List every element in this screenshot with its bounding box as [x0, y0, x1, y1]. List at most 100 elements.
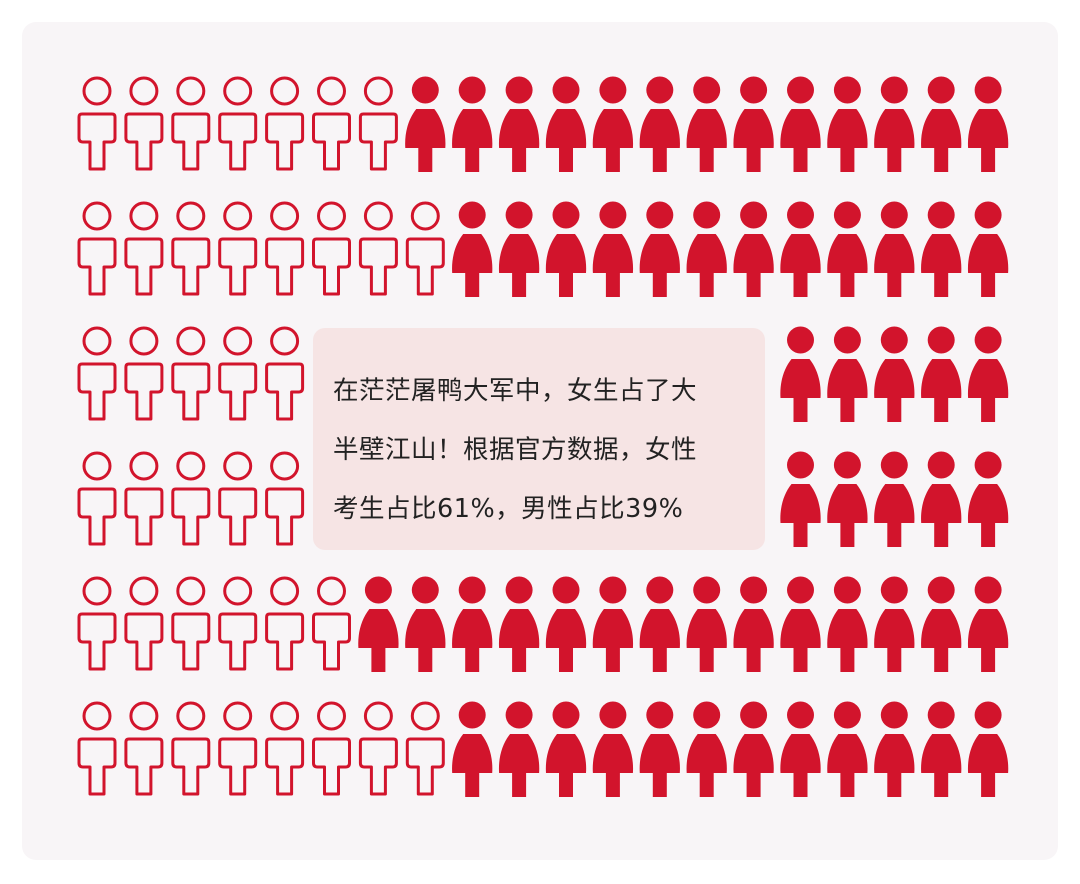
male-person-outline-icon	[265, 701, 305, 796]
female-person-filled-icon	[498, 201, 540, 297]
male-person-outline-icon	[171, 451, 211, 546]
male-person-outline-icon	[358, 701, 398, 796]
male-person-outline-icon	[171, 201, 211, 296]
male-person-outline-icon	[265, 76, 305, 171]
female-person-filled-icon	[452, 201, 493, 297]
male-person-outline-icon	[218, 76, 258, 171]
female-person-filled-icon	[827, 576, 868, 672]
annotation-text: 在茫茫屠鸭大军中，女生占了大 半壁江山！根据官方数据，女性 考生占比61%，男性…	[333, 362, 749, 539]
female-person-filled-icon	[639, 76, 680, 172]
female-person-filled-icon	[921, 326, 962, 422]
female-person-filled-icon	[498, 76, 540, 172]
male-person-outline-icon	[77, 326, 117, 421]
female-person-filled-icon	[639, 201, 680, 297]
female-person-filled-icon	[686, 76, 727, 172]
male-person-outline-icon	[124, 576, 164, 671]
male-person-outline-icon	[218, 201, 258, 296]
male-person-outline-icon	[171, 701, 211, 796]
female-person-filled-icon	[967, 201, 1009, 297]
female-person-filled-icon	[498, 576, 540, 672]
female-person-filled-icon	[967, 326, 1009, 422]
female-person-filled-icon	[827, 451, 868, 547]
male-person-outline-icon	[124, 201, 164, 296]
male-person-outline-icon	[218, 451, 258, 546]
female-person-filled-icon	[780, 76, 821, 172]
female-person-filled-icon	[967, 76, 1009, 172]
female-person-filled-icon	[780, 576, 821, 672]
female-person-filled-icon	[358, 576, 399, 672]
female-person-filled-icon	[921, 701, 962, 797]
male-person-outline-icon	[405, 201, 445, 296]
male-person-outline-icon	[77, 576, 117, 671]
male-person-outline-icon	[312, 201, 351, 296]
annotation-line: 考生占比61%，男性占比39%	[333, 494, 684, 524]
female-person-filled-icon	[874, 701, 915, 797]
male-person-outline-icon	[358, 201, 398, 296]
female-person-filled-icon	[827, 326, 868, 422]
female-person-filled-icon	[452, 576, 493, 672]
female-person-filled-icon	[921, 576, 962, 672]
male-person-outline-icon	[312, 76, 351, 171]
male-person-outline-icon	[265, 201, 305, 296]
female-person-filled-icon	[452, 76, 493, 172]
female-person-filled-icon	[405, 576, 446, 672]
female-person-filled-icon	[592, 701, 634, 797]
female-person-filled-icon	[780, 701, 821, 797]
annotation-box: 在茫茫屠鸭大军中，女生占了大 半壁江山！根据官方数据，女性 考生占比61%，男性…	[313, 328, 765, 550]
female-person-filled-icon	[780, 326, 821, 422]
female-person-filled-icon	[639, 701, 680, 797]
male-person-outline-icon	[77, 451, 117, 546]
annotation-line: 半壁江山！根据官方数据，女性	[333, 435, 698, 465]
female-person-filled-icon	[874, 326, 915, 422]
female-person-filled-icon	[545, 701, 587, 797]
female-person-filled-icon	[921, 76, 962, 172]
female-person-filled-icon	[545, 576, 587, 672]
female-person-filled-icon	[733, 201, 774, 297]
annotation-line: 在茫茫屠鸭大军中，女生占了大	[333, 376, 698, 406]
female-person-filled-icon	[780, 201, 821, 297]
male-person-outline-icon	[405, 701, 445, 796]
male-person-outline-icon	[124, 76, 164, 171]
male-person-outline-icon	[77, 701, 117, 796]
male-person-outline-icon	[77, 201, 117, 296]
female-person-filled-icon	[874, 76, 915, 172]
female-person-filled-icon	[545, 76, 587, 172]
female-person-filled-icon	[592, 576, 634, 672]
female-person-filled-icon	[686, 701, 727, 797]
female-person-filled-icon	[827, 201, 868, 297]
male-person-outline-icon	[124, 701, 164, 796]
male-person-outline-icon	[124, 326, 164, 421]
female-person-filled-icon	[874, 201, 915, 297]
female-person-filled-icon	[686, 576, 727, 672]
female-person-filled-icon	[827, 76, 868, 172]
female-person-filled-icon	[780, 451, 821, 547]
male-person-outline-icon	[171, 576, 211, 671]
female-person-filled-icon	[498, 701, 540, 797]
female-person-filled-icon	[545, 201, 587, 297]
male-person-outline-icon	[218, 701, 258, 796]
female-person-filled-icon	[405, 76, 446, 172]
female-person-filled-icon	[967, 576, 1009, 672]
female-person-filled-icon	[874, 451, 915, 547]
female-person-filled-icon	[921, 451, 962, 547]
male-person-outline-icon	[218, 326, 258, 421]
female-person-filled-icon	[733, 76, 774, 172]
male-person-outline-icon	[265, 576, 305, 671]
female-person-filled-icon	[733, 701, 774, 797]
female-person-filled-icon	[639, 576, 680, 672]
male-person-outline-icon	[218, 576, 258, 671]
female-person-filled-icon	[967, 701, 1009, 797]
male-person-outline-icon	[171, 76, 211, 171]
male-person-outline-icon	[265, 451, 305, 546]
male-person-outline-icon	[265, 326, 305, 421]
male-person-outline-icon	[312, 701, 351, 796]
female-person-filled-icon	[827, 701, 868, 797]
female-person-filled-icon	[592, 201, 634, 297]
female-person-filled-icon	[592, 76, 634, 172]
female-person-filled-icon	[874, 576, 915, 672]
female-person-filled-icon	[921, 201, 962, 297]
female-person-filled-icon	[686, 201, 727, 297]
female-person-filled-icon	[967, 451, 1009, 547]
female-person-filled-icon	[733, 576, 774, 672]
